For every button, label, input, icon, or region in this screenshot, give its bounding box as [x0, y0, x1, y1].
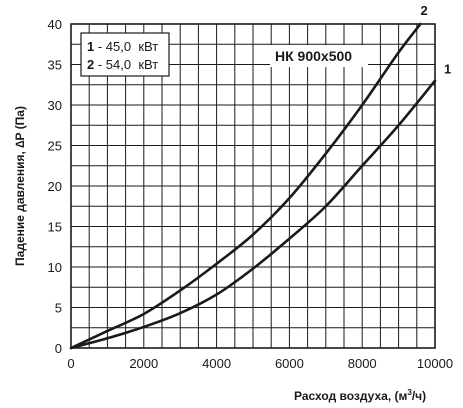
series-1-label: 1: [444, 62, 451, 77]
series-2-line: [69, 22, 422, 350]
legend-entry-2: 2 - 54,0 кВт: [87, 57, 158, 72]
legend-entry-2-num: 2: [87, 57, 94, 72]
y-tick-label-6: 30: [48, 98, 62, 113]
x-axis-title-sup: 3: [407, 388, 412, 397]
y-axis-title: Падение давления, ∆P (Па): [13, 106, 27, 266]
y-tick-label-7: 35: [48, 58, 62, 73]
legend-entry-1-num: 1: [87, 39, 94, 54]
model-label: НК 900x500: [275, 48, 352, 64]
x-tick-label-5: 10000: [417, 356, 453, 371]
legend-entry-2-text: - 54,0 кВт: [94, 57, 158, 72]
series-2-label: 2: [420, 3, 427, 18]
tick-labels: 0 2000 4000 6000 8000 10000 0 5 10 15 20 25 30 35 40: [48, 17, 454, 371]
legend: 1 - 45,0 кВт 2 - 54,0 кВт: [80, 32, 170, 77]
y-tick-label-8: 40: [48, 17, 62, 32]
x-axis-title: Расход воздуха, (м3/ч): [294, 388, 426, 403]
x-axis-title-main: Расход воздуха, (м: [294, 389, 407, 403]
x-tick-label-2: 4000: [202, 356, 231, 371]
y-tick-label-2: 10: [48, 260, 62, 275]
y-tick-label-5: 25: [48, 139, 62, 154]
y-tick-label-0: 0: [55, 341, 62, 356]
x-tick-label-4: 8000: [348, 356, 377, 371]
legend-entry-1: 1 - 45,0 кВт: [87, 39, 158, 54]
series-lines: [69, 22, 437, 350]
legend-entry-1-text: - 45,0 кВт: [94, 39, 158, 54]
model-label-bg: [270, 45, 368, 67]
legend-box: [80, 32, 170, 77]
plot-frame: [70, 23, 436, 349]
x-axis-title-end: /ч): [412, 389, 426, 403]
x-tick-label-1: 2000: [129, 356, 158, 371]
x-tick-label-0: 0: [67, 356, 74, 371]
y-tick-label-3: 15: [48, 220, 62, 235]
x-tick-label-3: 6000: [275, 356, 304, 371]
grid: [71, 24, 435, 348]
y-tick-label-4: 20: [48, 179, 62, 194]
y-tick-label-1: 5: [55, 301, 62, 316]
series-1-line: [69, 79, 437, 350]
